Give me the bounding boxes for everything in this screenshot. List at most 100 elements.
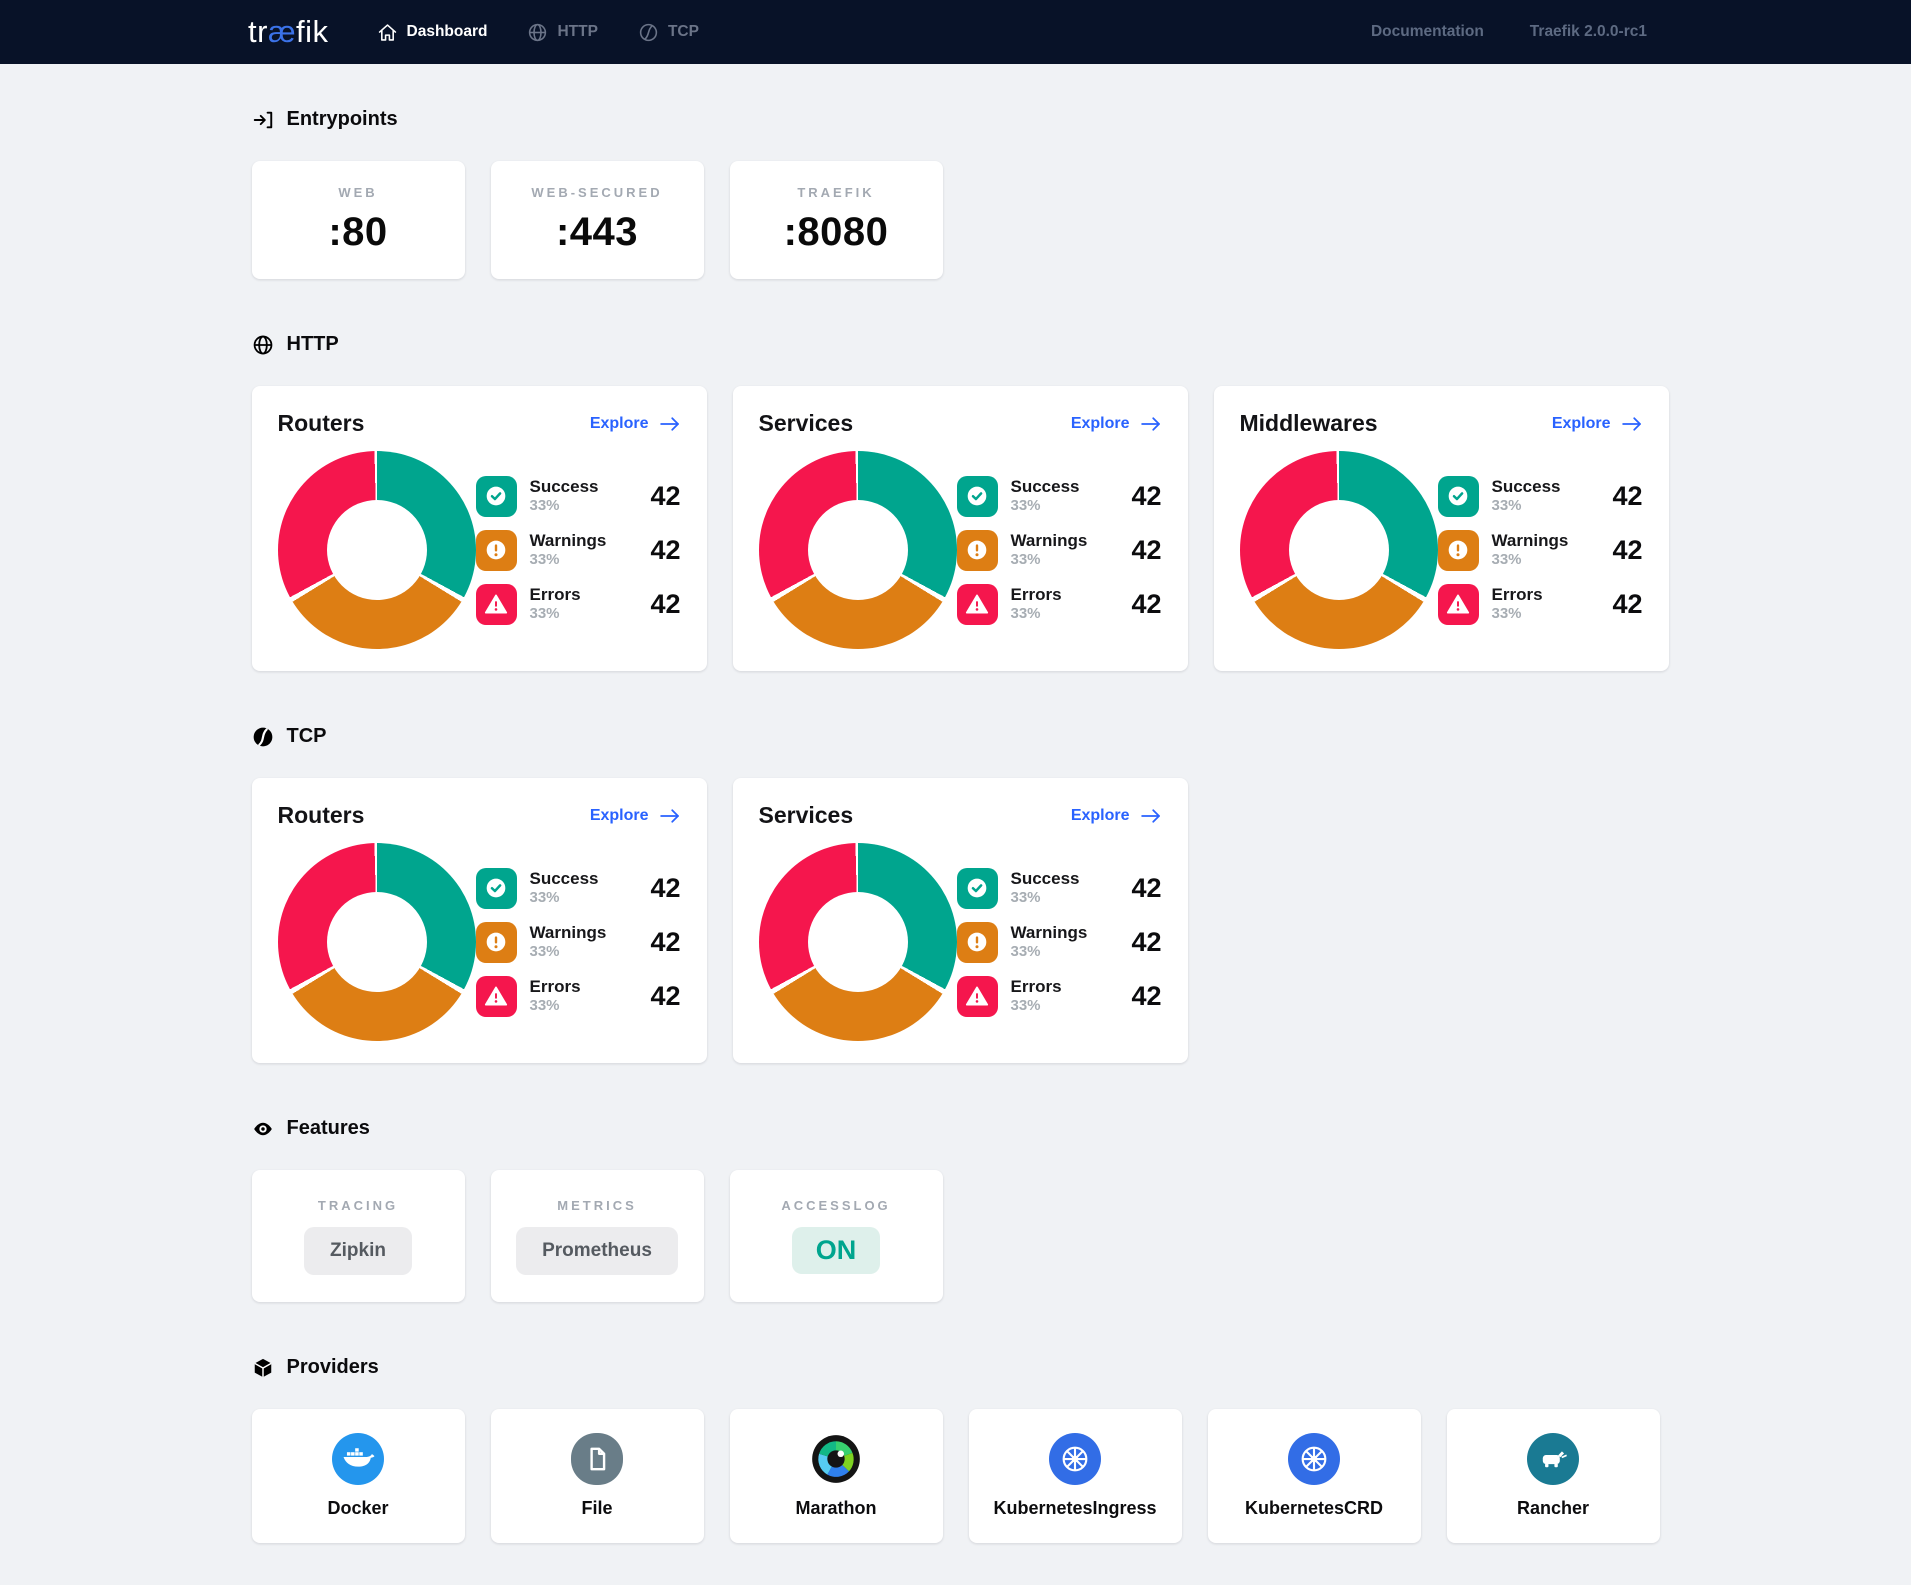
explore-link[interactable]: Explore <box>590 807 681 825</box>
error-triangle-icon <box>475 583 517 625</box>
provider-card-marathon: Marathon <box>729 1409 943 1543</box>
legend-row-warnings: Warnings 33% 42 <box>475 529 681 571</box>
explore-link[interactable]: Explore <box>1552 415 1643 433</box>
arrow-right-icon <box>1140 416 1160 431</box>
file-icon <box>571 1433 623 1485</box>
entrypoint-port: :8080 <box>783 210 889 254</box>
provider-name: File <box>581 1498 613 1518</box>
legend-row-success: Success 33% 42 <box>475 475 681 517</box>
card-title: Middlewares <box>1239 410 1378 436</box>
documentation-link[interactable]: Documentation <box>1370 23 1484 40</box>
legend-name: Warnings <box>1010 923 1088 942</box>
legend-value: 42 <box>1612 534 1643 565</box>
features-section-header: Features <box>252 1117 1660 1140</box>
nav-item-tcp[interactable]: TCP <box>638 22 699 43</box>
provider-name: Rancher <box>1516 1498 1590 1518</box>
legend-percent: 33% <box>529 605 560 623</box>
tcp-cards-grid: Routers Explore Success 33% <box>251 778 1660 1063</box>
http-globe-icon <box>252 334 274 356</box>
explore-link[interactable]: Explore <box>1071 807 1162 825</box>
success-check-icon <box>956 475 998 517</box>
nav-label-dashboard: Dashboard <box>406 23 488 40</box>
tcp-section-title: TCP <box>286 725 327 747</box>
legend-name: Warnings <box>529 531 607 550</box>
donut-legend: Success 33% 42 Warnings 33% 42 <box>1437 475 1643 625</box>
logo-pre: tr <box>248 14 268 49</box>
legend-name: Warnings <box>1010 531 1088 550</box>
nav-item-http[interactable]: HTTP <box>527 22 598 43</box>
legend-row-warnings: Warnings 33% 42 <box>1437 529 1643 571</box>
http-services-card: Services Explore Success 33% <box>732 386 1188 671</box>
legend-percent: 33% <box>529 551 560 569</box>
legend-name: Warnings <box>529 923 607 942</box>
provider-card-docker: Docker <box>251 1409 465 1543</box>
nav-label-http: HTTP <box>557 23 598 40</box>
legend-value: 42 <box>650 872 681 903</box>
provider-card-rancher: Rancher <box>1446 1409 1660 1543</box>
donut-legend: Success 33% 42 Warnings 33% 42 <box>956 475 1162 625</box>
legend-percent: 33% <box>1491 497 1522 515</box>
arrow-right-icon <box>659 416 679 431</box>
feature-card-metrics: METRICS Prometheus <box>490 1170 704 1302</box>
card-title: Routers <box>277 410 365 436</box>
main-nav: Dashboard HTTP TCP <box>377 22 699 43</box>
warning-exclamation-icon <box>475 529 517 571</box>
warning-exclamation-icon <box>475 921 517 963</box>
legend-row-warnings: Warnings 33% 42 <box>956 921 1162 963</box>
legend-value: 42 <box>1131 926 1162 957</box>
rancher-icon <box>1527 1433 1579 1485</box>
legend-value: 42 <box>650 926 681 957</box>
entrypoint-port: :80 <box>328 210 388 254</box>
marathon-icon <box>810 1433 862 1485</box>
success-check-icon <box>1437 475 1479 517</box>
kubernetes-icon <box>1049 1433 1101 1485</box>
explore-link[interactable]: Explore <box>1071 415 1162 433</box>
provider-name: Docker <box>327 1498 389 1518</box>
tcp-icon <box>638 22 659 43</box>
donut-legend: Success 33% 42 Warnings 33% 42 <box>956 867 1162 1017</box>
features-grid: TRACING Zipkin METRICS Prometheus ACCESS… <box>251 1170 1660 1302</box>
legend-percent: 33% <box>529 497 560 515</box>
entrypoints-login-icon <box>252 109 274 131</box>
error-triangle-icon <box>956 975 998 1017</box>
explore-label: Explore <box>1070 806 1130 824</box>
explore-label: Explore <box>1070 414 1130 432</box>
legend-row-success: Success 33% 42 <box>475 867 681 909</box>
legend-value: 42 <box>1131 588 1162 619</box>
legend-percent: 33% <box>1491 551 1522 569</box>
explore-label: Explore <box>1551 414 1611 432</box>
legend-percent: 33% <box>529 997 560 1015</box>
entrypoint-port: :443 <box>555 210 639 254</box>
provider-name: Marathon <box>795 1498 877 1518</box>
feature-on-chip: ON <box>791 1227 881 1274</box>
legend-name: Success <box>1010 869 1080 888</box>
providers-grid: Docker File Marathon KubernetesIngress K <box>251 1409 1660 1543</box>
entrypoint-card-web-secured: WEB-SECURED :443 <box>490 161 704 279</box>
legend-percent: 33% <box>1010 605 1041 623</box>
success-check-icon <box>475 475 517 517</box>
nav-item-dashboard[interactable]: Dashboard <box>377 22 488 43</box>
feature-value-chip: Zipkin <box>304 1226 412 1275</box>
legend-name: Success <box>529 869 599 888</box>
legend-value: 42 <box>650 980 681 1011</box>
feature-value-chip: Prometheus <box>516 1226 678 1275</box>
entrypoint-card-traefik: TRAEFIK :8080 <box>729 161 943 279</box>
docker-icon <box>332 1433 384 1485</box>
dashboard-content: Entrypoints WEB :80 WEB-SECURED :443 TRA… <box>251 108 1669 1543</box>
top-navbar: træfik Dashboard HTTP TCP Documentation … <box>0 0 1911 64</box>
status-donut-chart <box>277 451 476 649</box>
feature-name: ACCESSLOG <box>781 1198 891 1213</box>
legend-value: 42 <box>1131 872 1162 903</box>
feature-name: METRICS <box>557 1197 637 1213</box>
status-donut-chart <box>277 843 476 1041</box>
legend-percent: 33% <box>1491 605 1522 623</box>
provider-card-file: File <box>490 1409 704 1543</box>
arrow-right-icon <box>1140 808 1160 823</box>
legend-name: Errors <box>1491 585 1543 604</box>
legend-value: 42 <box>1612 588 1643 619</box>
legend-name: Success <box>1010 477 1080 496</box>
explore-link[interactable]: Explore <box>590 415 681 433</box>
success-check-icon <box>475 867 517 909</box>
http-middlewares-card: Middlewares Explore Success 33% <box>1213 386 1669 671</box>
legend-value: 42 <box>1612 480 1643 511</box>
